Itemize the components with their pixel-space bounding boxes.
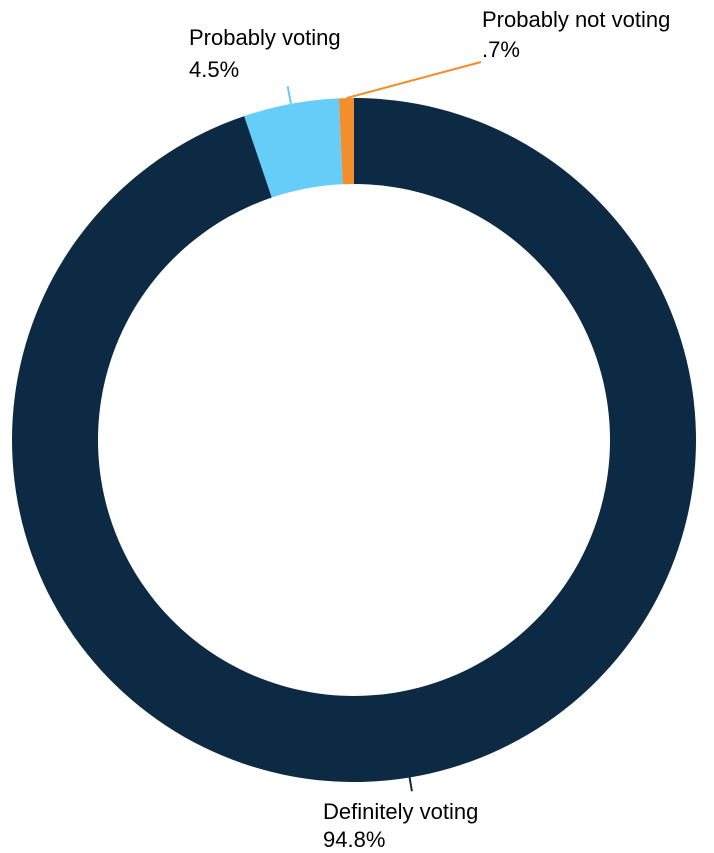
leader-line-probably-voting: [286, 85, 292, 105]
slice-label-definitely-voting: Definitely voting: [323, 799, 478, 824]
leader-line-definitely-voting: [408, 777, 413, 792]
slice-label-probably-not-voting: Probably not voting: [482, 7, 670, 32]
leader-lines: [286, 61, 482, 792]
slice-label-probably-voting: Probably voting: [189, 25, 341, 50]
slice-definitely-voting: [11, 98, 696, 782]
slice-value-probably-voting: 4.5%: [189, 57, 239, 82]
leader-line-probably-not-voting: [346, 61, 482, 100]
slice-value-probably-not-voting: .7%: [482, 37, 520, 62]
slice-probably-voting: [244, 98, 343, 198]
donut-slices: [11, 98, 696, 782]
slice-probably-not-voting: [338, 98, 354, 185]
slice-value-definitely-voting: 94.8%: [323, 827, 385, 852]
